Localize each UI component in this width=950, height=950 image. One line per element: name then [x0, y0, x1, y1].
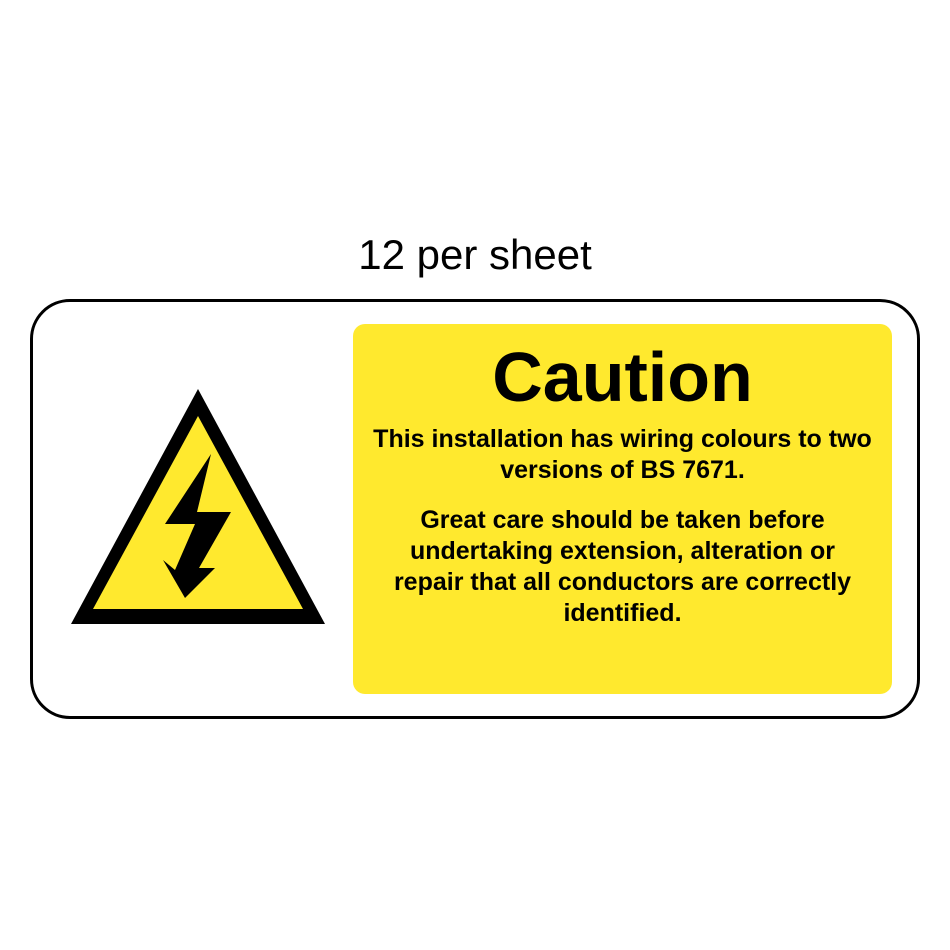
caution-text-box: Caution This installation has wiring col… [353, 324, 892, 694]
caution-title: Caution [492, 342, 753, 412]
electrical-hazard-icon [63, 384, 333, 634]
warning-triangle-container [58, 379, 338, 639]
caution-paragraph-1: This installation has wiring colours to … [373, 424, 872, 487]
caution-label-card: Caution This installation has wiring col… [30, 299, 920, 719]
caution-paragraph-2: Great care should be taken before undert… [373, 505, 872, 630]
quantity-label: 12 per sheet [358, 231, 592, 279]
